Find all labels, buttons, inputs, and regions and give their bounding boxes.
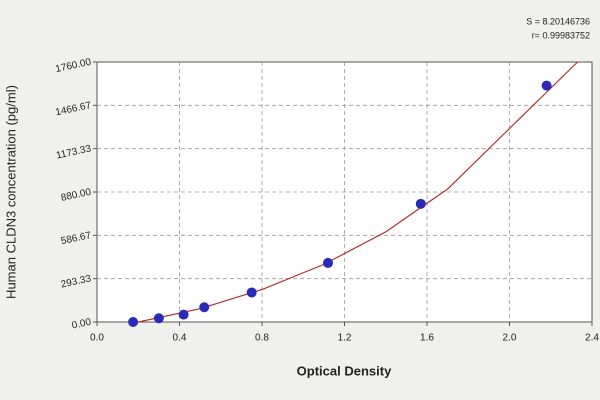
x-tick-label: 0.4 bbox=[173, 333, 187, 344]
fit-curve bbox=[138, 61, 578, 323]
data-point bbox=[323, 257, 333, 268]
x-tick-label: 1.6 bbox=[420, 333, 434, 344]
y-axis-label: Human CLDN3 concentration (pg/ml) bbox=[3, 85, 18, 299]
data-point bbox=[178, 309, 189, 320]
annotation: r= 0.99983752 bbox=[532, 30, 590, 40]
x-axis-label: Optical Density bbox=[297, 363, 392, 378]
x-tick-label: 0.8 bbox=[255, 333, 269, 344]
x-tick-label: 2.4 bbox=[585, 333, 599, 344]
data-point bbox=[415, 198, 426, 209]
data-point bbox=[541, 80, 552, 91]
data-point bbox=[128, 317, 139, 327]
x-tick-label: 2.0 bbox=[503, 333, 517, 344]
data-point bbox=[199, 302, 210, 313]
y-tick-label: 0.00 bbox=[71, 317, 93, 332]
x-tick-label: 1.2 bbox=[338, 333, 352, 344]
data-point bbox=[246, 287, 257, 298]
annotation: S = 8.20146736 bbox=[526, 16, 590, 26]
x-tick-label: 0.0 bbox=[90, 333, 104, 344]
data-point bbox=[153, 313, 164, 324]
